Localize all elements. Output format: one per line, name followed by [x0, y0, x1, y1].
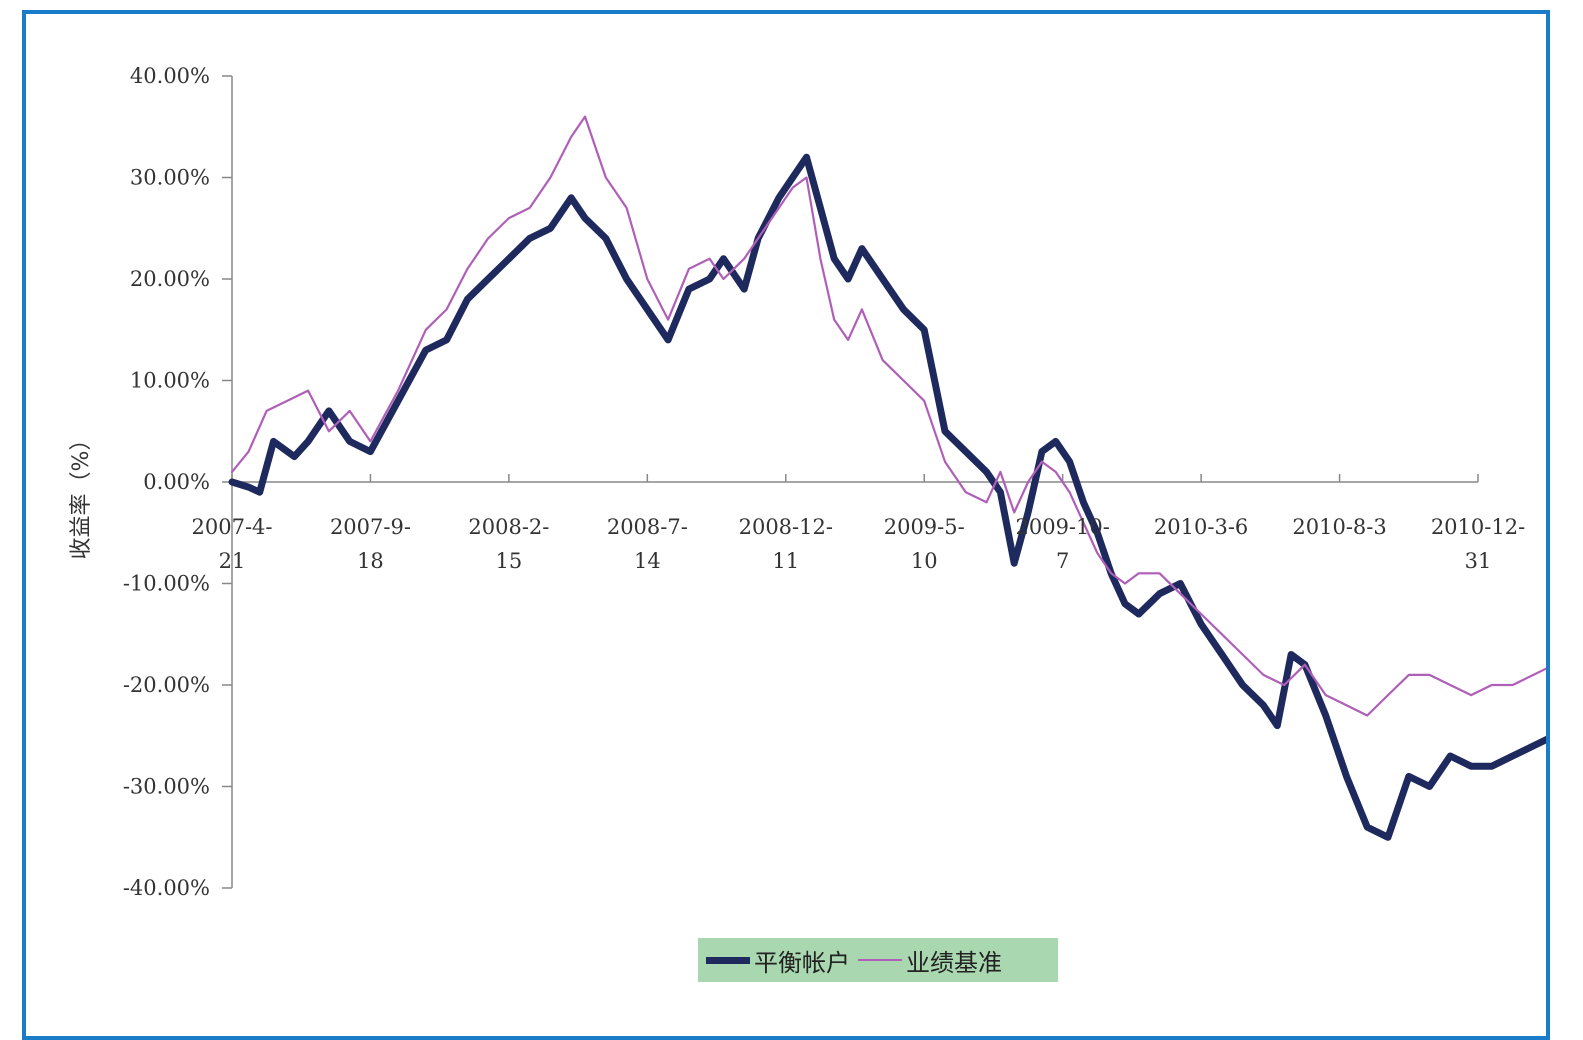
legend-label-balanced-account: 平衡帐户 [754, 948, 850, 977]
y-tick-label: 0.00% [143, 470, 210, 494]
x-tick-label-line2: 10 [911, 549, 938, 573]
y-tick-label: 30.00% [130, 166, 210, 190]
x-tick-label: 2007-4- [192, 515, 273, 539]
x-tick-label: 2009-5- [884, 515, 965, 539]
x-tick-label-line2: 7 [1056, 549, 1069, 573]
series-benchmark-line [230, 115, 1546, 717]
y-tick-label: 40.00% [130, 64, 210, 88]
x-tick-label-line2: 18 [357, 549, 384, 573]
series-balanced-account-line [228, 153, 1546, 841]
x-tick-label: 2010-12- [1431, 515, 1525, 539]
x-tick-label: 2010-8-3 [1292, 515, 1386, 539]
y-tick-label: 10.00% [130, 369, 210, 393]
y-tick-label: -10.00% [123, 572, 210, 596]
legend-label-benchmark: 业绩基准 [906, 948, 1002, 977]
y-axis-labels: 40.00% 30.00% 20.00% 10.00% 0.00% -10.00% -20.… [123, 64, 210, 900]
x-tick-label-line2: 14 [634, 549, 661, 573]
y-tick-label: -20.00% [123, 673, 210, 697]
x-tick-label-line2: 11 [772, 549, 799, 573]
chart-frame: 2007-4- 21 2007-9- 18 2008-2- 15 2008-7- 14 2008… [22, 10, 1550, 1040]
x-tick-label-line2: 15 [496, 549, 523, 573]
x-tick-label: 2008-7- [607, 515, 688, 539]
y-tick-label: 20.00% [130, 267, 210, 291]
legend-item-benchmark: 业绩基准 [858, 943, 1002, 978]
legend-item-balanced-account: 平衡帐户 [706, 943, 850, 978]
x-tick-label: 2010-3-6 [1154, 515, 1248, 539]
legend-swatch-benchmark [858, 959, 902, 961]
series-layer [228, 115, 1546, 841]
line-chart: 2007-4- 21 2007-9- 18 2008-2- 15 2008-7- 14 2008… [69, 64, 1546, 900]
x-tick-label: 2007-9- [330, 515, 411, 539]
x-tick-label: 2009-10- [1015, 515, 1109, 539]
x-axis-labels: 2007-4- 21 2007-9- 18 2008-2- 15 2008-7- 14 2008… [192, 515, 1526, 573]
x-tick-label: 2008-2- [468, 515, 549, 539]
y-tick-label: -40.00% [123, 876, 210, 900]
x-tick-label-line2: 21 [219, 549, 246, 573]
axes [222, 75, 1479, 889]
y-axis-title: 收益率（%） [69, 429, 94, 560]
legend-swatch-balanced-account [706, 956, 750, 964]
x-tick-label: 2008-12- [739, 515, 833, 539]
legend: 平衡帐户 业绩基准 [698, 938, 1058, 982]
y-tick-label: -30.00% [123, 775, 210, 799]
x-tick-label-line2: 31 [1465, 549, 1492, 573]
